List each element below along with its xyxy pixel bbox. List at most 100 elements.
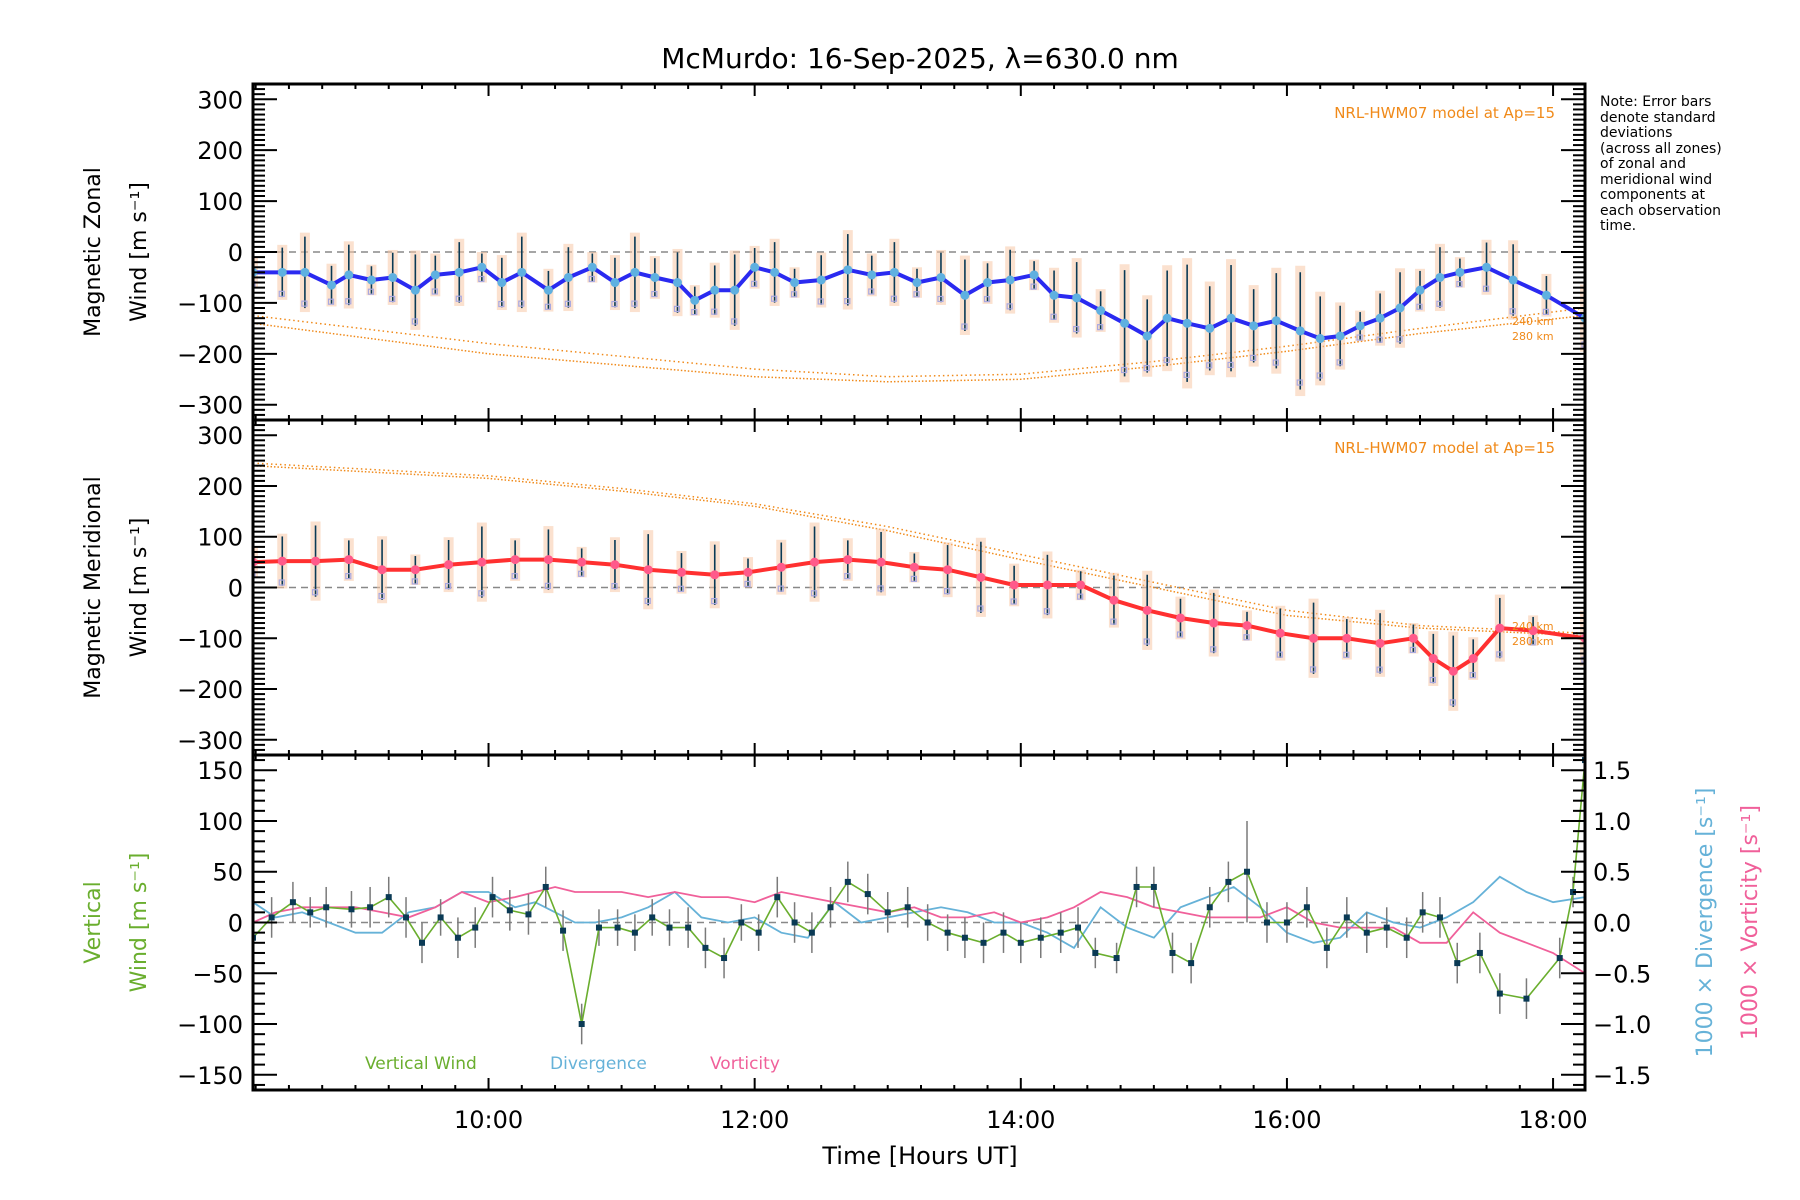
- plot-area-zonal: [253, 230, 1585, 397]
- data-point: [610, 278, 620, 288]
- data-point: [578, 1021, 585, 1028]
- data-point: [685, 924, 692, 931]
- model-alt-label-280: 280 km: [1512, 635, 1554, 648]
- zone-point: [1143, 638, 1150, 645]
- data-point: [418, 939, 425, 946]
- data-point: [1169, 949, 1176, 956]
- data-point: [560, 927, 567, 934]
- model-240km-line: [253, 307, 1585, 378]
- data-point: [1303, 904, 1310, 911]
- data-point: [1523, 995, 1530, 1002]
- data-point: [1142, 605, 1152, 615]
- zone-point: [977, 605, 984, 612]
- zone-point: [611, 582, 618, 590]
- legend-vertical-wind: Vertical Wind: [365, 1054, 477, 1074]
- data-point: [1355, 321, 1365, 331]
- data-point: [1037, 934, 1044, 941]
- data-point: [1109, 595, 1119, 605]
- data-point: [730, 285, 740, 295]
- zone-point: [345, 298, 352, 305]
- zone-point: [810, 590, 818, 597]
- zone-point: [327, 298, 335, 305]
- data-point: [961, 934, 968, 941]
- zone-point: [478, 590, 485, 597]
- zone-point: [913, 291, 920, 298]
- data-point: [367, 904, 374, 911]
- x-tick-label: 14:00: [986, 1106, 1055, 1134]
- y2-tick-label: 1.5: [1593, 757, 1631, 785]
- data-point: [410, 285, 420, 295]
- data-point: [1375, 313, 1385, 323]
- zone-point: [677, 585, 685, 592]
- zone-point: [253, 280, 256, 288]
- zone-point: [777, 585, 784, 592]
- zone-point: [1050, 313, 1057, 320]
- zone-point: [944, 588, 951, 595]
- data-point: [1009, 580, 1019, 590]
- data-point: [1275, 628, 1285, 638]
- y-tick-label: 50: [212, 859, 243, 887]
- model-alt-label-280: 280 km: [1512, 330, 1554, 343]
- data-point: [1249, 321, 1259, 331]
- data-point: [1017, 939, 1024, 946]
- y-tick-label: −100: [177, 290, 243, 318]
- zone-point: [1210, 646, 1217, 653]
- zone-point: [411, 318, 418, 325]
- zone-point: [1449, 699, 1456, 706]
- data-point: [1342, 633, 1352, 643]
- zone-point: [478, 275, 485, 283]
- data-point: [1556, 955, 1563, 962]
- y-label-line2: Wind [m s⁻¹]: [127, 182, 152, 322]
- data-point: [344, 270, 354, 280]
- data-point: [1343, 914, 1350, 921]
- y-label-line1: Magnetic Zonal: [81, 167, 106, 337]
- data-point: [1508, 275, 1518, 285]
- y-tick-label: −100: [177, 625, 243, 653]
- data-point: [542, 883, 549, 890]
- data-point: [403, 914, 410, 921]
- zone-point: [844, 297, 851, 305]
- zone-point: [1376, 336, 1383, 343]
- data-point: [867, 270, 877, 280]
- data-point: [1448, 666, 1458, 676]
- data-point: [497, 278, 507, 288]
- zone-point: [1206, 362, 1213, 369]
- zone-point: [711, 308, 718, 315]
- data-point: [983, 278, 993, 288]
- zone-point: [1120, 366, 1128, 374]
- zone-point: [431, 288, 438, 295]
- zone-point: [544, 303, 552, 310]
- zone-point: [817, 298, 824, 305]
- data-point: [444, 560, 454, 570]
- zone-point: [790, 291, 798, 298]
- plot-area-vertical: [253, 757, 1585, 1045]
- data-point: [676, 567, 686, 577]
- data-point: [1057, 929, 1064, 936]
- data-point: [1315, 334, 1325, 344]
- y-tick-label: −150: [177, 1062, 243, 1090]
- zone-point: [1077, 593, 1084, 600]
- model-alt-label-240: 240 km: [1512, 620, 1554, 633]
- data-point: [388, 272, 398, 282]
- zone-point: [278, 290, 285, 297]
- data-point: [1162, 313, 1172, 323]
- y2-tick-label: 0.5: [1593, 859, 1631, 887]
- data-point: [1113, 955, 1120, 962]
- data-point: [1120, 318, 1130, 328]
- data-point: [912, 278, 922, 288]
- data-point: [960, 290, 970, 300]
- data-point: [437, 914, 444, 921]
- data-point: [1403, 934, 1410, 941]
- data-point: [1000, 929, 1007, 936]
- data-point: [1295, 326, 1305, 336]
- data-point: [924, 919, 931, 926]
- data-point: [477, 557, 487, 567]
- zone-point: [1043, 608, 1051, 615]
- data-point: [1395, 303, 1405, 313]
- zone-point: [1409, 646, 1416, 654]
- vorticity-line: [253, 886, 1585, 975]
- data-point: [1383, 924, 1390, 931]
- data-point: [1415, 285, 1425, 295]
- data-point: [1092, 949, 1099, 956]
- data-point: [702, 944, 709, 951]
